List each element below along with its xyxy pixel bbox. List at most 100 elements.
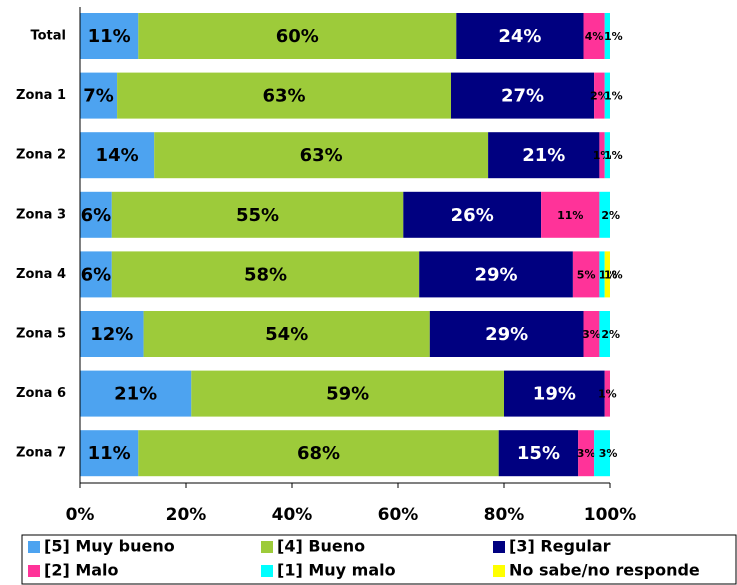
bar-segment	[456, 13, 584, 59]
bar-segment	[604, 251, 610, 298]
data-label: 6%	[81, 264, 112, 285]
data-label: 2%	[601, 328, 620, 341]
x-tick-label: 80%	[484, 505, 525, 525]
bar-segment	[541, 191, 600, 238]
data-label: 1%	[604, 268, 623, 281]
data-label: 7%	[83, 86, 114, 107]
legend-box	[21, 534, 737, 585]
bar-segment	[451, 72, 595, 119]
y-tick-label: Total	[30, 29, 66, 44]
y-tick-label: Zona 5	[16, 327, 66, 342]
bar-segment	[80, 430, 139, 477]
bar-segment	[594, 430, 610, 477]
data-label: 11%	[88, 26, 131, 47]
bar-segment	[572, 251, 600, 298]
bar-segment	[111, 191, 404, 238]
data-label: 11%	[88, 443, 131, 464]
data-label: 21%	[114, 384, 157, 405]
bar-segment	[138, 13, 457, 59]
bar-segment	[604, 132, 610, 179]
data-label: 54%	[265, 324, 308, 345]
bar-segment	[191, 370, 505, 417]
data-label: 58%	[244, 264, 287, 285]
data-label: 21%	[522, 145, 565, 166]
data-label: 24%	[498, 26, 541, 47]
data-label: 68%	[297, 443, 340, 464]
bar-segment	[599, 191, 610, 238]
bar-segment	[143, 311, 430, 357]
data-label: 29%	[485, 324, 528, 345]
data-label: 27%	[501, 86, 544, 107]
data-label: 60%	[276, 26, 319, 47]
data-label: 12%	[90, 324, 133, 345]
bar-segment	[80, 251, 112, 298]
data-label: 59%	[326, 384, 369, 405]
y-tick-label: Zona 6	[16, 386, 66, 401]
y-tick-label: Zona 4	[16, 267, 66, 282]
data-label: 1%	[604, 30, 623, 43]
bar-segment	[429, 311, 584, 357]
bar-segment	[80, 311, 144, 357]
legend-swatch	[28, 541, 40, 553]
bar-segment	[403, 191, 542, 238]
data-label: 3%	[599, 447, 618, 460]
data-label: 15%	[517, 443, 560, 464]
data-label: 26%	[451, 205, 494, 226]
data-label: 3%	[582, 328, 601, 341]
bar-segment	[599, 311, 610, 357]
bar-segment	[604, 370, 610, 417]
x-tick-label: 20%	[166, 505, 207, 525]
data-label: 6%	[81, 205, 112, 226]
bar-segment	[498, 430, 579, 477]
data-label: 29%	[475, 264, 518, 285]
bar-segment	[154, 132, 489, 179]
x-tick-label: 40%	[272, 505, 313, 525]
legend-swatch	[493, 565, 505, 577]
legend-label: [5] Muy bueno	[44, 537, 175, 556]
legend-label: [1] Muy malo	[277, 561, 396, 580]
legend-swatch	[28, 565, 40, 577]
data-label: 4%	[585, 30, 604, 43]
bar-segment	[80, 72, 118, 119]
bar-segment	[138, 430, 499, 477]
data-label: 55%	[236, 205, 279, 226]
legend-label: No sabe/no responde	[509, 561, 700, 580]
data-label: 2%	[601, 209, 620, 222]
data-label: 1%	[604, 149, 623, 162]
data-label: 1%	[598, 388, 617, 401]
data-label: 19%	[533, 384, 576, 405]
bar-segment	[599, 132, 605, 179]
bar-segment	[604, 13, 610, 59]
data-label: 2%	[590, 90, 609, 103]
legend-swatch	[261, 541, 273, 553]
bar-segment	[583, 13, 605, 59]
bar-segment	[80, 370, 192, 417]
bar-segment	[594, 72, 605, 119]
y-tick-label: Zona 7	[16, 446, 66, 461]
data-label: 5%	[577, 268, 596, 281]
bar-segment	[599, 251, 605, 298]
legend-swatch	[493, 541, 505, 553]
legend-label: [2] Malo	[44, 561, 119, 580]
bar-segment	[117, 72, 451, 119]
bar-segment	[604, 72, 610, 119]
bar-segment	[504, 370, 605, 417]
data-label: 63%	[263, 86, 306, 107]
y-tick-label: Zona 3	[16, 207, 66, 222]
x-tick-label: 100%	[584, 505, 637, 525]
data-label: 3%	[577, 447, 596, 460]
bar-segment	[488, 132, 600, 179]
x-tick-label: 60%	[378, 505, 419, 525]
legend-label: [4] Bueno	[277, 537, 365, 556]
data-label: 63%	[300, 145, 343, 166]
bar-segment	[583, 311, 600, 357]
data-label: 1%	[604, 90, 623, 103]
bar-segment	[578, 430, 595, 477]
bar-segment	[419, 251, 573, 298]
bar-segment	[80, 132, 155, 179]
bar-segment	[80, 13, 139, 59]
data-label: 14%	[96, 145, 139, 166]
x-tick-label: 0%	[66, 505, 95, 525]
bar-segment	[111, 251, 420, 298]
